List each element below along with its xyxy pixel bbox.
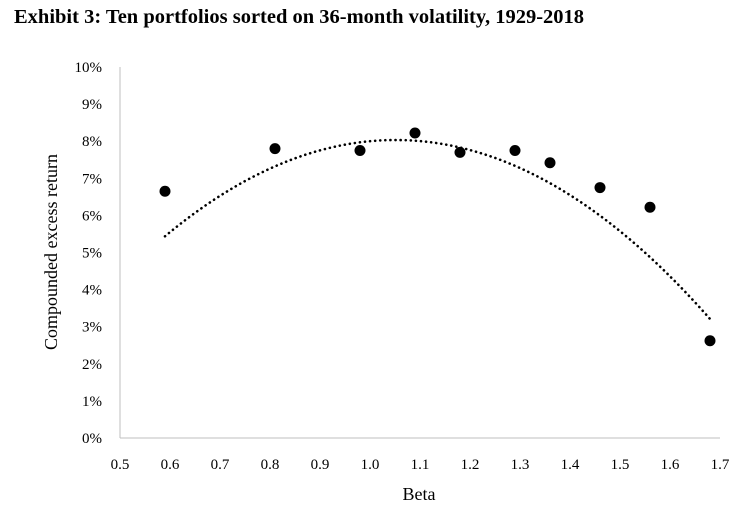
y-tick-label: 6% <box>82 208 102 224</box>
x-tick-label: 1.5 <box>611 457 630 473</box>
chart-title: Exhibit 3: Ten portfolios sorted on 36-m… <box>14 6 585 28</box>
y-axis-title: Compounded excess return <box>41 154 61 350</box>
y-tick-label: 5% <box>82 246 102 262</box>
trendline <box>163 138 712 321</box>
y-tick-label: 0% <box>82 431 102 447</box>
x-tick-label: 0.6 <box>161 457 180 473</box>
x-tick-label: 0.9 <box>311 457 330 473</box>
data-points <box>159 127 716 347</box>
data-point <box>704 335 716 347</box>
x-tick-label: 1.4 <box>561 457 580 473</box>
y-tick-label: 2% <box>82 357 102 373</box>
trendline-group <box>163 138 712 321</box>
data-point <box>544 157 556 169</box>
y-tick-label: 4% <box>82 283 102 299</box>
x-tick-label: 1.6 <box>661 457 680 473</box>
data-point <box>354 144 366 156</box>
y-tick-label: 7% <box>82 171 102 187</box>
x-tick-label: 1.0 <box>361 457 380 473</box>
data-point <box>159 185 171 197</box>
data-point <box>454 146 466 158</box>
data-point <box>409 127 421 139</box>
x-tick-label: 0.8 <box>261 457 280 473</box>
x-tick-label: 0.7 <box>211 457 230 473</box>
y-tick-label: 10% <box>75 60 103 76</box>
data-point <box>269 143 281 155</box>
x-tick-label: 0.5 <box>111 457 130 473</box>
x-tick-label: 1.2 <box>461 457 480 473</box>
data-point <box>594 182 606 194</box>
data-point <box>644 201 656 213</box>
y-tick-label: 3% <box>82 320 102 336</box>
data-point <box>509 144 521 156</box>
x-tick-label: 1.7 <box>711 457 730 473</box>
x-tick-label: 1.3 <box>511 457 530 473</box>
axes: 0% 1% 2% 3% 4% 5% 6% 7% 8% 9% 10% 0.5 0.6 0.7 0.8 0.9 1.… <box>75 60 730 473</box>
y-tick-label: 9% <box>82 97 102 113</box>
y-tick-label: 1% <box>82 394 102 410</box>
x-tick-label: 1.1 <box>411 457 430 473</box>
x-axis-title: Beta <box>403 484 436 504</box>
y-tick-label: 8% <box>82 134 102 150</box>
